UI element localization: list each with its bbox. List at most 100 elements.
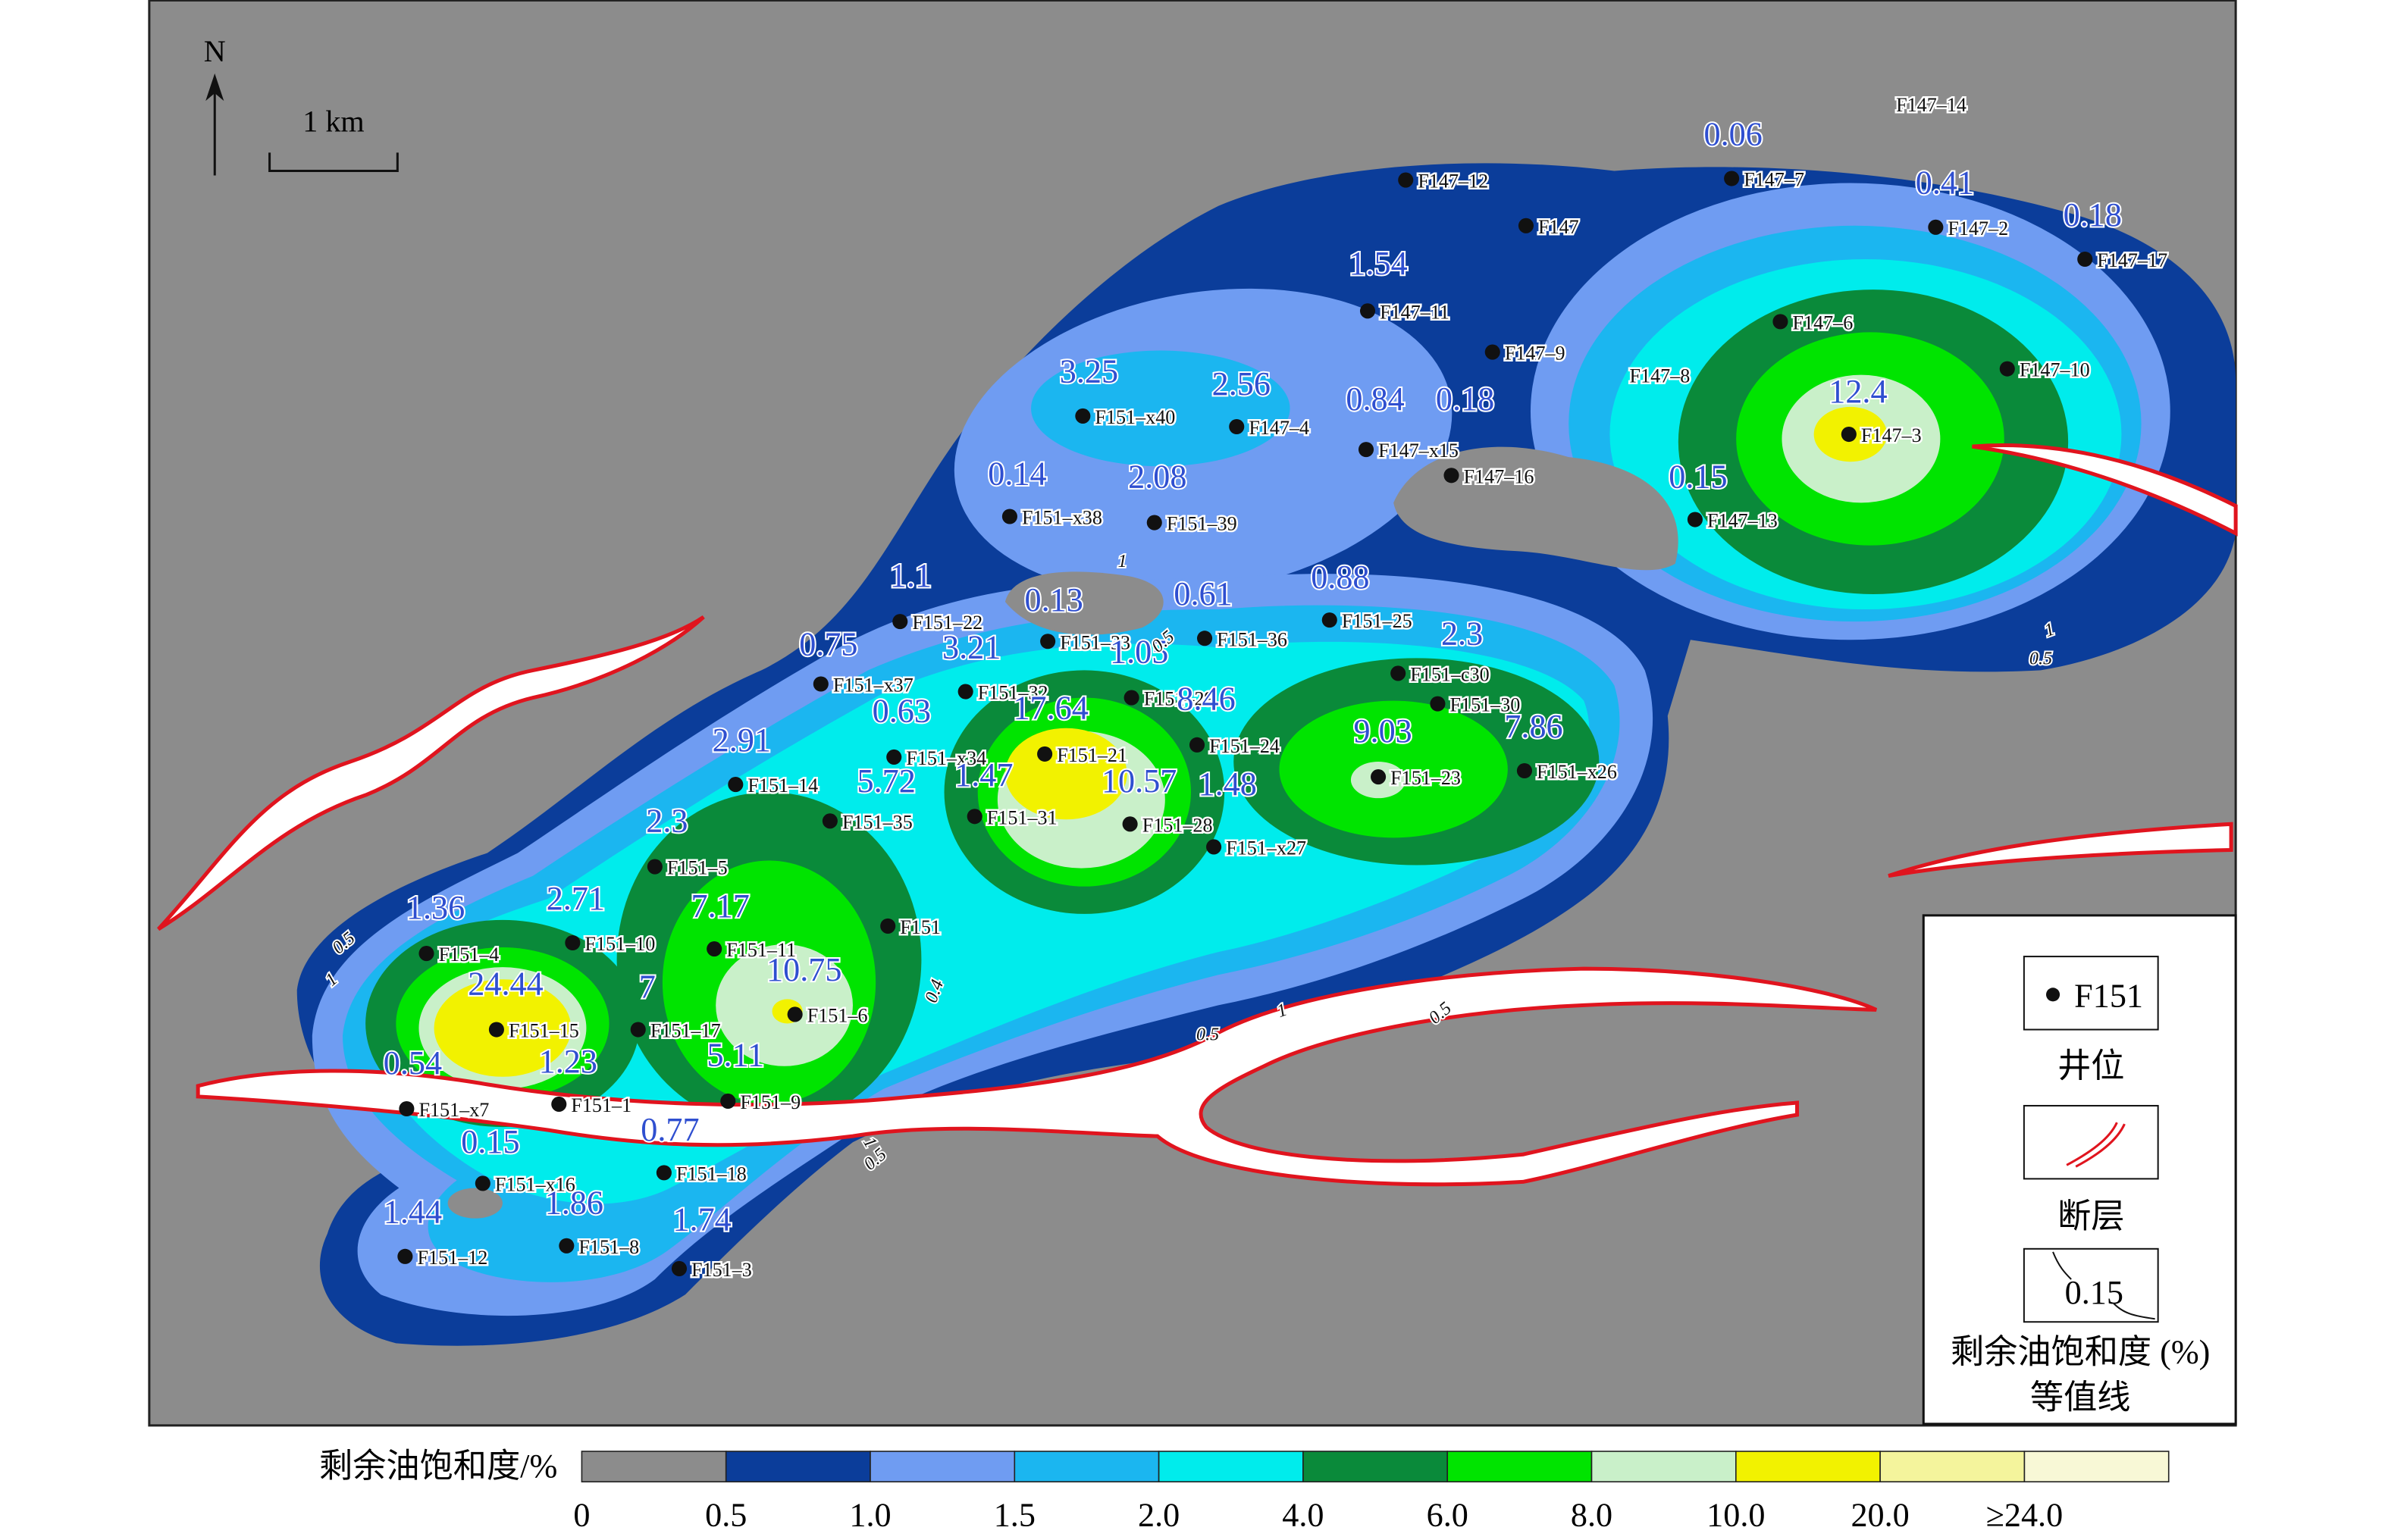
well-value: 0.77	[641, 1111, 699, 1148]
scale-line	[268, 152, 399, 172]
well-dot	[707, 941, 722, 957]
well-dot	[551, 1096, 567, 1113]
legend-contour-label: 剩余油饱和度 (%)	[1951, 1333, 2210, 1370]
well-label: F147–x15	[1378, 440, 1459, 462]
well-label: F147–10	[2020, 359, 2090, 381]
well-value: 10.75	[766, 951, 841, 988]
well-value: 0.06	[1703, 115, 1762, 152]
fault	[1888, 822, 2233, 878]
well-value: 2.3	[646, 802, 688, 839]
faults	[157, 443, 2238, 1187]
well-label: F147–16	[1464, 465, 1534, 487]
well-value: 3.21	[942, 628, 1001, 665]
well-label: F147–7	[1744, 169, 1804, 191]
well-dot	[1189, 737, 1205, 753]
well-label: F147–14	[1896, 94, 1966, 116]
well-value: 0.63	[873, 693, 931, 730]
colorbar: 剩余油饱和度/% 0 0.5 1.0 1.5 2.0 4.0 6.0 8.0 10.0 20.0 ≥…	[319, 1448, 2170, 1533]
well-dot	[967, 809, 982, 825]
legend-contour-icon	[2052, 1251, 2155, 1320]
well-dot	[1841, 426, 1857, 443]
legend-swatch	[2023, 1247, 2159, 1323]
well-dot	[647, 859, 663, 875]
well-dot	[886, 749, 902, 765]
well-value: 2.71	[547, 880, 605, 917]
well-label: F151–23	[1390, 767, 1461, 789]
well-value: 0.13	[1025, 581, 1083, 618]
well-value: 7	[639, 968, 656, 1005]
colorbar-title: 剩余油饱和度/%	[319, 1448, 557, 1485]
scale-label: 1 km	[302, 104, 364, 138]
legend-fault-label: 断层	[2057, 1198, 2124, 1235]
colorbar-tick-label: 0.5	[705, 1496, 747, 1533]
well-label: F151–3	[691, 1259, 752, 1281]
well-value: 0.84	[1346, 380, 1404, 418]
well-dot	[1122, 816, 1138, 832]
colorbar-tick-label: ≥24.0	[1986, 1496, 2064, 1533]
well-dot	[559, 1238, 575, 1254]
well-label: F147–4	[1249, 417, 1309, 439]
colorbar-swatch	[1879, 1451, 2026, 1482]
well-value: 1.86	[545, 1185, 603, 1222]
well-label: F151–x27	[1226, 837, 1306, 859]
well-dot	[1040, 634, 1056, 649]
well-value: 1.47	[954, 756, 1013, 793]
contour-label: 1	[1118, 552, 1127, 571]
well-label: F151–14	[747, 775, 818, 797]
well-label: F151–32	[978, 682, 1048, 704]
well-dot	[728, 777, 744, 793]
well-label: F151–5	[667, 857, 728, 879]
colorbar-swatch	[725, 1451, 871, 1482]
colorbar-swatch	[1590, 1451, 1737, 1482]
colorbar-tick-label: 2.0	[1138, 1496, 1180, 1533]
legend-well-sample: F151	[2074, 977, 2143, 1014]
well-dot	[1371, 768, 1387, 785]
well-label: F151–8	[578, 1236, 639, 1258]
colorbar-swatch	[1446, 1451, 1593, 1482]
well-label: F151–29	[1144, 688, 1214, 710]
well-label: F151–11	[726, 939, 796, 961]
colorbar-tick-label: 1.0	[849, 1496, 891, 1533]
well-label: F151–36	[1217, 628, 1287, 650]
well-label: F151–28	[1142, 814, 1213, 836]
well-dot	[892, 614, 908, 630]
well-label: F151–x34	[906, 747, 986, 769]
well-label: F151–30	[1450, 694, 1521, 716]
well-value: 0.41	[1916, 164, 1974, 202]
well-value: 1.1	[890, 557, 932, 594]
colorbar-tick-label: 10.0	[1706, 1496, 1765, 1533]
well-label: F151–35	[842, 811, 913, 833]
well-label: F147–13	[1707, 510, 1778, 532]
legend-contour-sample: 0.15	[2065, 1274, 2123, 1311]
well-dot	[1443, 468, 1459, 484]
well-dot	[720, 1093, 736, 1109]
well-dot	[397, 1248, 413, 1264]
well-value: 0.54	[384, 1044, 442, 1081]
well-dot	[630, 1022, 646, 1038]
colorbar-swatch	[870, 1451, 1016, 1482]
well-value: 1.36	[406, 889, 465, 926]
contour-fill	[1031, 350, 1290, 467]
well-dot	[1123, 690, 1139, 706]
well-label: F147–3	[1861, 424, 1922, 446]
well-value: 3.25	[1060, 353, 1118, 390]
well-label: F147–9	[1505, 343, 1565, 365]
well-label: F151–x40	[1095, 406, 1175, 428]
well-dot	[1321, 612, 1337, 628]
colorbar-swatch	[1014, 1451, 1160, 1482]
colorbar-tick-label: 1.5	[994, 1496, 1036, 1533]
well-label: F151–39	[1167, 513, 1237, 535]
well-value: 1.74	[672, 1201, 731, 1238]
well-value: 1.54	[1349, 245, 1407, 282]
contour-label: 0.5	[1196, 1025, 1219, 1045]
well-dot	[1928, 219, 1944, 235]
well-dot	[2077, 251, 2093, 268]
colorbar-tick-label: 4.0	[1282, 1496, 1324, 1533]
well-dot	[1390, 665, 1406, 681]
well-label: F151–6	[807, 1004, 868, 1026]
well-value: 0.18	[1436, 380, 1494, 418]
well-dot	[1075, 408, 1091, 424]
well-label: F147–12	[1418, 171, 1488, 192]
well-label: F151	[900, 916, 941, 938]
